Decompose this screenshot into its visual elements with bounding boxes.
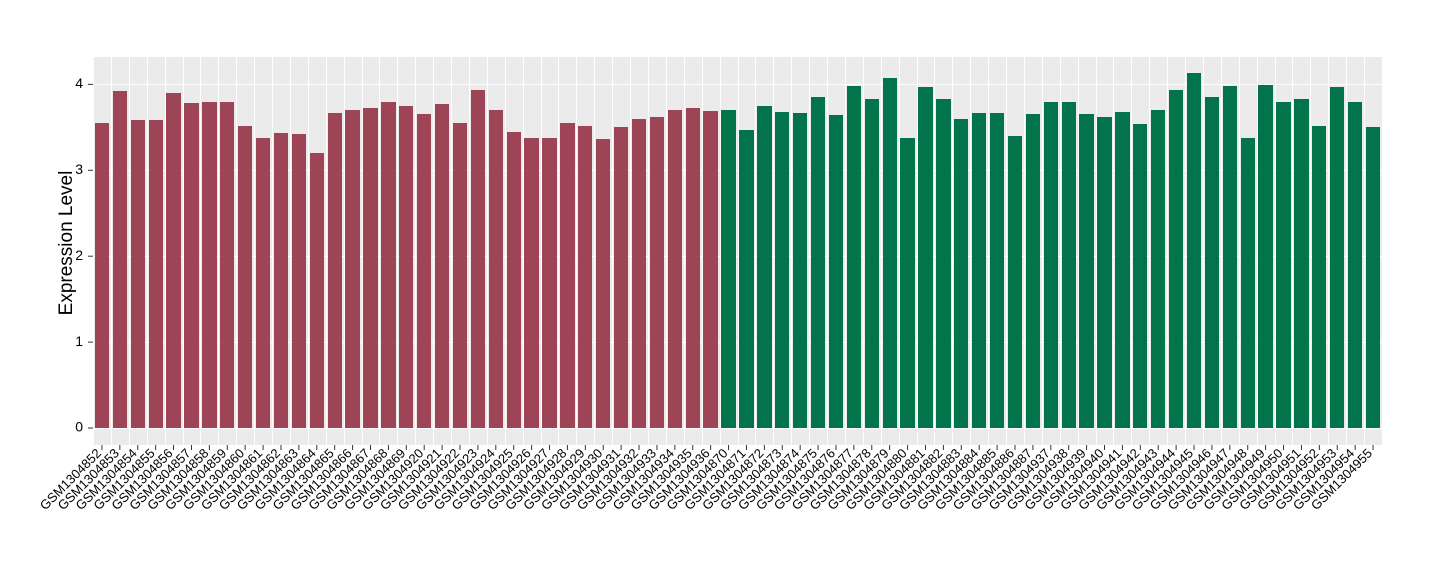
svg-text:GSM1304870: GSM1304870 [663,446,730,513]
svg-text:GSM1304885: GSM1304885 [932,446,999,513]
svg-text:GSM1304954: GSM1304954 [1290,446,1357,513]
svg-text:GSM1304886: GSM1304886 [950,446,1017,513]
svg-text:GSM1304922: GSM1304922 [395,446,462,513]
svg-text:GSM1304884: GSM1304884 [914,446,981,513]
svg-text:GSM1304875: GSM1304875 [753,446,820,513]
svg-text:GSM1304854: GSM1304854 [73,446,140,513]
svg-text:GSM1304950: GSM1304950 [1218,446,1285,513]
svg-text:GSM1304873: GSM1304873 [717,446,784,513]
svg-text:GSM1304951: GSM1304951 [1236,446,1303,513]
svg-text:GSM1304856: GSM1304856 [108,446,175,513]
svg-text:GSM1304937: GSM1304937 [986,446,1053,513]
svg-text:GSM1304872: GSM1304872 [699,446,766,513]
svg-text:GSM1304869: GSM1304869 [341,446,408,513]
svg-text:GSM1304859: GSM1304859 [162,446,229,513]
svg-text:GSM1304865: GSM1304865 [269,446,336,513]
svg-text:GSM1304868: GSM1304868 [323,446,390,513]
svg-text:GSM1304874: GSM1304874 [735,446,802,513]
svg-text:GSM1304933: GSM1304933 [592,446,659,513]
svg-text:GSM1304882: GSM1304882 [878,446,945,513]
svg-text:GSM1304879: GSM1304879 [824,446,891,513]
svg-text:1: 1 [75,333,83,349]
svg-text:GSM1304863: GSM1304863 [234,446,301,513]
svg-text:GSM1304866: GSM1304866 [287,446,354,513]
svg-text:GSM1304931: GSM1304931 [556,446,623,513]
svg-text:GSM1304941: GSM1304941 [1057,446,1124,513]
svg-text:GSM1304942: GSM1304942 [1075,446,1142,513]
svg-text:GSM1304938: GSM1304938 [1003,446,1070,513]
svg-text:GSM1304857: GSM1304857 [126,446,193,513]
svg-text:GSM1304923: GSM1304923 [413,446,480,513]
svg-text:GSM1304921: GSM1304921 [377,446,444,513]
svg-text:Expression Level: Expression Level [56,171,77,316]
svg-text:GSM1304955: GSM1304955 [1308,446,1375,513]
svg-text:GSM1304945: GSM1304945 [1129,446,1196,513]
svg-text:GSM1304877: GSM1304877 [789,446,856,513]
svg-text:GSM1304940: GSM1304940 [1039,446,1106,513]
svg-text:GSM1304878: GSM1304878 [807,446,874,513]
svg-text:GSM1304949: GSM1304949 [1200,446,1267,513]
svg-text:GSM1304852: GSM1304852 [37,446,104,513]
svg-text:GSM1304920: GSM1304920 [359,446,426,513]
svg-text:2: 2 [75,247,83,263]
svg-text:GSM1304947: GSM1304947 [1165,446,1232,513]
svg-text:GSM1304860: GSM1304860 [180,446,247,513]
svg-text:GSM1304943: GSM1304943 [1093,446,1160,513]
svg-text:GSM1304925: GSM1304925 [449,446,516,513]
svg-text:0: 0 [75,419,83,435]
svg-text:GSM1304932: GSM1304932 [574,446,641,513]
svg-text:GSM1304881: GSM1304881 [860,446,927,513]
svg-text:GSM1304944: GSM1304944 [1111,446,1178,513]
svg-text:GSM1304883: GSM1304883 [896,446,963,513]
svg-text:GSM1304946: GSM1304946 [1147,446,1214,513]
svg-text:GSM1304926: GSM1304926 [466,446,533,513]
svg-text:GSM1304871: GSM1304871 [681,446,748,513]
svg-text:GSM1304934: GSM1304934 [610,446,677,513]
svg-text:GSM1304880: GSM1304880 [842,446,909,513]
svg-text:GSM1304927: GSM1304927 [484,446,551,513]
svg-text:GSM1304855: GSM1304855 [90,446,157,513]
svg-text:GSM1304876: GSM1304876 [771,446,838,513]
svg-text:GSM1304887: GSM1304887 [968,446,1035,513]
svg-text:GSM1304948: GSM1304948 [1183,446,1250,513]
svg-text:GSM1304862: GSM1304862 [216,446,283,513]
svg-text:GSM1304864: GSM1304864 [252,446,319,513]
svg-text:GSM1304952: GSM1304952 [1254,446,1321,513]
svg-text:GSM1304858: GSM1304858 [144,446,211,513]
svg-text:GSM1304935: GSM1304935 [628,446,695,513]
svg-text:GSM1304853: GSM1304853 [55,446,122,513]
svg-text:GSM1304929: GSM1304929 [520,446,587,513]
svg-text:GSM1304936: GSM1304936 [645,446,712,513]
svg-text:4: 4 [75,75,83,91]
svg-text:GSM1304861: GSM1304861 [198,446,265,513]
svg-text:GSM1304924: GSM1304924 [431,446,498,513]
svg-text:GSM1304928: GSM1304928 [502,446,569,513]
svg-text:GSM1304953: GSM1304953 [1272,446,1339,513]
svg-text:GSM1304939: GSM1304939 [1021,446,1088,513]
svg-text:3: 3 [75,161,83,177]
svg-text:GSM1304930: GSM1304930 [538,446,605,513]
svg-text:GSM1304867: GSM1304867 [305,446,372,513]
